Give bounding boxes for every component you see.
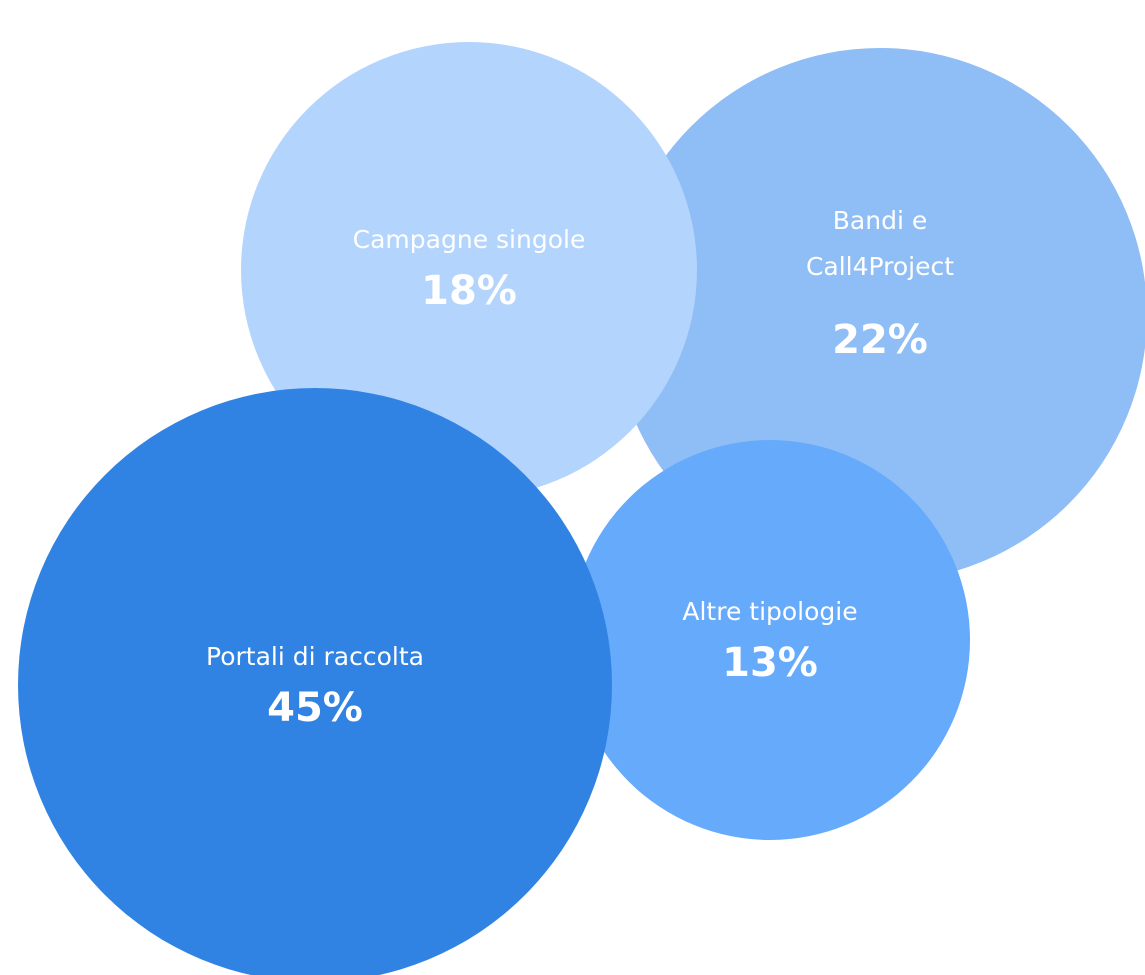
value-label: 22%	[832, 317, 928, 363]
category-label: Campagne singole	[352, 225, 586, 254]
category-label: Altre tipologie	[682, 597, 858, 626]
category-label: Portali di raccolta	[206, 642, 424, 671]
bubble-label: Portali di raccolta 45%	[135, 634, 495, 736]
bubble-label: Altre tipologie 13%	[610, 589, 930, 691]
value-label: 13%	[722, 640, 818, 686]
value-label: 18%	[421, 268, 517, 314]
bubble	[18, 388, 612, 975]
bubble-label: Bandi e Call4Project 22%	[770, 198, 990, 368]
bubble	[570, 440, 970, 840]
bubble-label: Campagne singole 18%	[289, 217, 649, 319]
value-label: 45%	[267, 685, 363, 731]
category-label: Bandi e Call4Project	[805, 206, 955, 281]
